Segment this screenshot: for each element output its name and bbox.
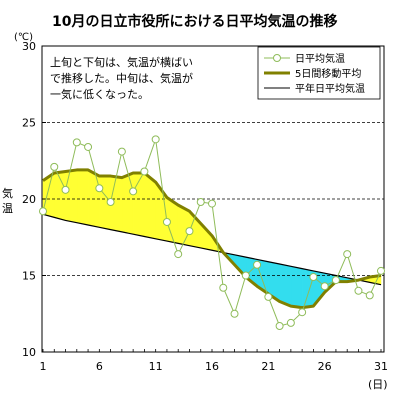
legend: 日平均気温 5日間移動平均 平年日平均気温 bbox=[257, 46, 381, 100]
daily-point bbox=[50, 162, 59, 171]
legend-label-moving: 5日間移動平均 bbox=[295, 67, 361, 80]
daily-point bbox=[298, 308, 307, 317]
daily-point bbox=[72, 138, 81, 147]
series-moving-average-line bbox=[42, 168, 382, 310]
daily-point bbox=[84, 142, 93, 151]
daily-point bbox=[230, 309, 239, 318]
x-tick-label-1: 1 bbox=[40, 360, 47, 373]
daily-point bbox=[377, 266, 385, 275]
daily-point bbox=[320, 282, 329, 291]
x-tick-label-11: 11 bbox=[149, 360, 163, 373]
fill-above-normal bbox=[144, 172, 156, 240]
daily-point bbox=[354, 286, 363, 295]
daily-point bbox=[162, 217, 171, 226]
fill-above-normal bbox=[76, 169, 89, 226]
annotation-text: 上旬と下旬は、気温が横ばい で推移した。中旬は、気温が 一気に低くなった。 bbox=[50, 55, 193, 101]
annotation-line-2: で推移した。中旬は、気温が bbox=[50, 71, 193, 85]
daily-point bbox=[39, 207, 47, 216]
x-unit-label: (日) bbox=[368, 378, 388, 391]
y-tick-label-20: 20 bbox=[22, 193, 36, 206]
annotation-line-3: 一気に低くなった。 bbox=[50, 87, 149, 101]
daily-point bbox=[196, 198, 205, 207]
y-tick-label-10: 10 bbox=[22, 346, 36, 359]
daily-point bbox=[95, 184, 104, 193]
daily-point bbox=[61, 185, 70, 194]
fill-above-normal bbox=[132, 172, 145, 237]
y-tick-label-25: 25 bbox=[22, 117, 36, 130]
daily-point bbox=[219, 283, 228, 292]
annotation-line-1: 上旬と下旬は、気温が横ばい bbox=[50, 55, 193, 69]
fill-below-normal bbox=[279, 263, 292, 307]
daily-point bbox=[106, 198, 115, 207]
fill-above-normal bbox=[65, 169, 78, 224]
daily-point bbox=[264, 292, 273, 301]
daily-point bbox=[309, 273, 318, 282]
x-tick-label-6: 6 bbox=[96, 360, 103, 373]
daily-point bbox=[286, 318, 295, 327]
daily-point bbox=[253, 260, 262, 269]
daily-point bbox=[129, 187, 138, 196]
legend-label-normal: 平年日平均気温 bbox=[295, 82, 365, 95]
x-tick-label-21: 21 bbox=[261, 360, 275, 373]
x-tick-label-26: 26 bbox=[318, 360, 332, 373]
x-tick-label-31: 31 bbox=[374, 360, 388, 373]
series-normal-line bbox=[42, 213, 382, 286]
legend-marker-daily bbox=[273, 54, 281, 62]
x-tick-label-16: 16 bbox=[205, 360, 219, 373]
daily-point bbox=[185, 227, 194, 236]
y-tick-label-30: 30 bbox=[22, 40, 36, 53]
y-axis-label-1: 気 bbox=[2, 186, 13, 200]
daily-point bbox=[208, 199, 216, 208]
y-unit-label: (℃) bbox=[14, 32, 33, 43]
daily-point bbox=[174, 250, 183, 259]
chart-title: 10月の日立市役所における日平均気温の推移 bbox=[52, 13, 337, 30]
y-axis-label-2: 温 bbox=[2, 202, 13, 215]
daily-point bbox=[117, 147, 126, 156]
daily-point bbox=[331, 276, 340, 285]
daily-point bbox=[343, 250, 352, 259]
daily-point bbox=[151, 135, 160, 144]
daily-point bbox=[365, 291, 374, 300]
y-tick-label-15: 15 bbox=[22, 270, 36, 283]
legend-label-daily: 日平均気温 bbox=[295, 52, 345, 65]
daily-point bbox=[140, 167, 149, 176]
fill-below-normal bbox=[290, 266, 303, 308]
fill-above-normal bbox=[121, 172, 134, 235]
daily-point bbox=[241, 271, 250, 280]
daily-point bbox=[275, 321, 284, 330]
